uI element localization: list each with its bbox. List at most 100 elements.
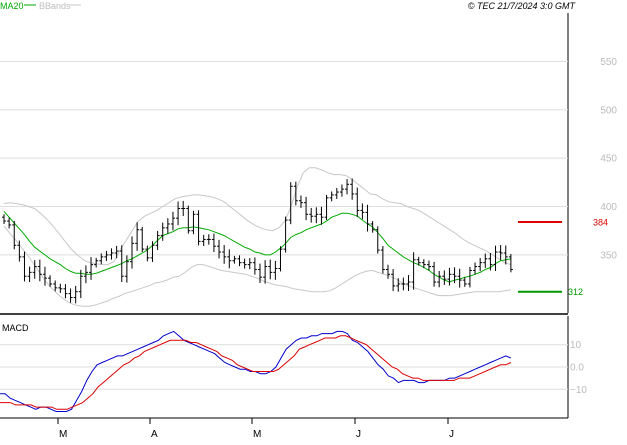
price-bar [217, 239, 222, 259]
signal-line [0, 335, 512, 410]
price-bar [160, 222, 165, 241]
price-bar [426, 260, 431, 271]
price-bar [140, 226, 145, 253]
copyright-timestamp: © TEC 21/7/2024 3:0 GMT [468, 1, 577, 11]
price-bar [473, 262, 478, 275]
price-bar [83, 265, 88, 284]
price-bar [421, 259, 426, 269]
price-bar [22, 251, 27, 282]
price-bar [109, 248, 114, 260]
price-bar [380, 246, 385, 274]
price-bar [304, 196, 309, 221]
price-bar [273, 260, 278, 280]
price-bar [355, 187, 360, 217]
price-bar [442, 270, 447, 285]
price-bar [493, 245, 498, 271]
price-levels: 384 312 [518, 218, 608, 297]
price-tick-label: 550 [600, 57, 617, 68]
resistance-label: 384 [593, 218, 608, 228]
price-bar [53, 280, 58, 292]
bband-lower-line [3, 225, 511, 307]
price-bar [124, 255, 129, 283]
price-bar [150, 241, 155, 262]
macd-tick-label: 0.0 [570, 363, 584, 374]
price-bar [288, 182, 293, 225]
support-label: 312 [568, 287, 583, 297]
price-bar [391, 269, 396, 292]
price-bar [135, 222, 140, 251]
price-bar [457, 268, 462, 288]
price-bar [339, 184, 344, 197]
bbands-indicator-label: BBands [39, 1, 71, 11]
price-bar [145, 245, 150, 262]
price-bars [2, 178, 513, 304]
price-bar [206, 234, 211, 245]
price-bar [478, 258, 483, 272]
price-bar [278, 246, 283, 272]
price-bar [406, 275, 411, 291]
price-bar [12, 220, 17, 250]
bband-upper-line [3, 167, 512, 266]
price-bar [58, 283, 63, 293]
price-bar [27, 266, 32, 283]
price-bar [483, 253, 488, 268]
time-tick-label: M [59, 429, 67, 440]
price-bar [370, 221, 375, 233]
price-bar [401, 277, 406, 291]
price-bar [32, 260, 37, 279]
price-bar [155, 230, 160, 250]
price-bar [130, 236, 134, 269]
price-bar [196, 210, 201, 246]
price-bar [252, 257, 257, 275]
price-bar [350, 178, 355, 200]
macd-axis: 10 0.0 −10 [570, 340, 587, 396]
price-bar [258, 263, 262, 283]
time-tick-label: J [356, 429, 361, 440]
price-tick-label: 500 [600, 105, 617, 116]
price-bar [319, 206, 324, 225]
price-bar [447, 267, 452, 286]
price-bar [73, 285, 78, 304]
price-bar [467, 266, 472, 288]
price-bar [242, 258, 247, 269]
macd-tick-label: −10 [570, 385, 587, 396]
price-bar [42, 266, 47, 286]
price-bar [211, 233, 216, 253]
time-tick-label: J [449, 429, 454, 440]
time-tick-label: M [253, 429, 261, 440]
price-bar [78, 269, 83, 299]
price-bar [191, 210, 196, 235]
price-bar [365, 204, 370, 232]
price-bar [227, 249, 232, 269]
price-bar [411, 252, 416, 290]
price-bar [283, 216, 288, 253]
price-bar [263, 260, 268, 284]
price-bar [170, 211, 175, 231]
price-bar [437, 271, 442, 288]
price-bar [222, 245, 227, 264]
price-bar [7, 217, 12, 229]
macd-panel-title: MACD [2, 323, 29, 333]
price-bar [329, 191, 334, 202]
price-bar [186, 205, 191, 234]
price-bar [94, 257, 99, 268]
macd-lines [0, 330, 512, 412]
price-bar [334, 187, 339, 199]
price-bar [63, 284, 68, 299]
price-bar [268, 259, 273, 280]
price-bar [68, 288, 73, 303]
price-bar [37, 259, 42, 282]
bollinger-bands [3, 167, 512, 307]
price-tick-label: 400 [600, 202, 617, 213]
price-bar [508, 253, 513, 273]
price-bar [119, 245, 124, 283]
price-bar [247, 258, 252, 270]
price-bar [181, 200, 186, 217]
time-tick-label: A [151, 429, 158, 440]
price-bar [416, 256, 421, 266]
price-grid [0, 60, 568, 256]
price-bar [99, 253, 104, 265]
